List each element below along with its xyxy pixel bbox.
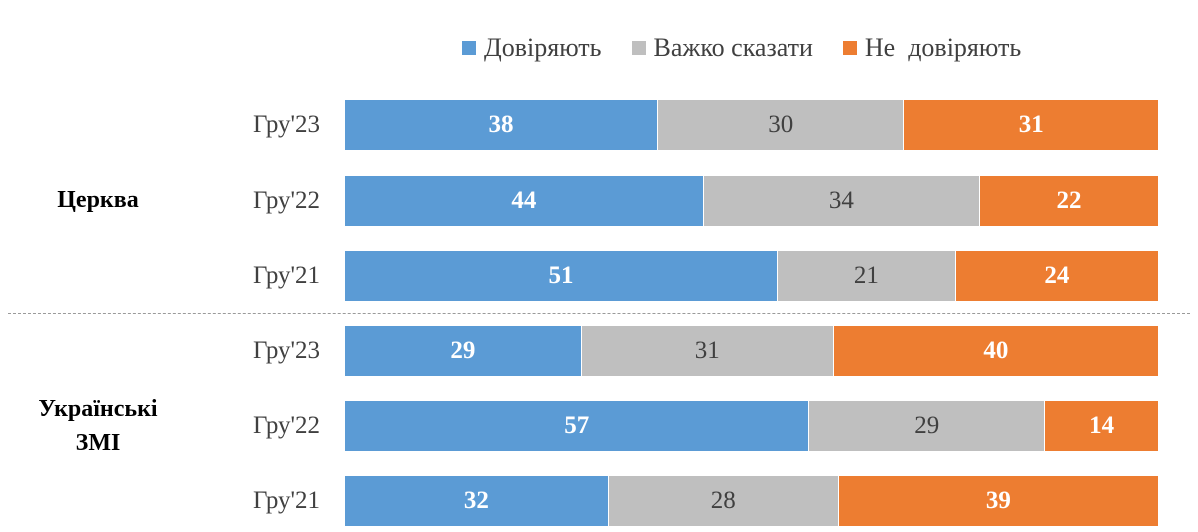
data-label: 44 (511, 187, 537, 214)
data-label: 51 (548, 262, 574, 289)
bar-row: 57 29 14 (345, 401, 1158, 451)
data-label: 30 (768, 111, 794, 138)
category-label: Гру'22 (252, 187, 320, 214)
group-label: Українські ЗМІ (38, 396, 158, 456)
bar-row: 38 30 31 (345, 100, 1158, 150)
data-label: 28 (710, 487, 736, 514)
category-label: Гру'21 (252, 487, 320, 514)
legend-swatch (631, 41, 646, 55)
bar-segment: 14 (1044, 401, 1158, 451)
bar-segment: 34 (702, 176, 980, 226)
data-label: 39 (985, 487, 1011, 514)
category-label: Гру'23 (252, 337, 320, 364)
bar-row: 44 34 22 (345, 176, 1158, 226)
bar-segment: 22 (979, 176, 1158, 226)
bar-segment: 30 (657, 100, 904, 150)
group-label: Церква (57, 187, 139, 213)
legend-label: Важко сказати (653, 33, 813, 62)
data-label: 31 (1018, 111, 1044, 138)
bar-row: 29 31 40 (345, 326, 1158, 376)
data-label: 29 (914, 412, 940, 439)
bar-row: 32 28 39 (345, 476, 1158, 526)
bar-segment: 21 (776, 251, 955, 301)
legend-item: Не довіряють (842, 33, 1022, 63)
legend-swatch (842, 41, 857, 55)
bar-segment: 40 (832, 326, 1158, 376)
legend-label: Довіряють (484, 33, 602, 62)
category-label: Гру'23 (252, 111, 320, 138)
chart-legend: Довіряють Важко сказати Не довіряють (462, 28, 1021, 68)
data-label: 40 (983, 337, 1009, 364)
group-divider (8, 313, 1190, 314)
bar-segment: 24 (954, 251, 1158, 301)
legend-item: Довіряють (462, 33, 602, 63)
bar-segment: 51 (345, 251, 777, 301)
legend-label: Не довіряють (864, 33, 1022, 62)
data-label: 31 (694, 337, 720, 364)
data-label: 57 (564, 412, 590, 439)
bar-segment: 31 (903, 100, 1158, 150)
bar-segment: 29 (345, 326, 581, 376)
bar-segment: 38 (345, 100, 658, 150)
bar-segment: 32 (345, 476, 608, 526)
data-label: 32 (463, 487, 489, 514)
legend-swatch (462, 41, 476, 55)
data-label: 24 (1044, 262, 1070, 289)
category-label: Гру'22 (252, 412, 320, 439)
data-label: 38 (488, 111, 514, 138)
bar-row: 51 21 24 (345, 251, 1158, 301)
legend-item: Важко сказати (631, 33, 813, 63)
data-label: 34 (828, 187, 854, 214)
data-label: 22 (1056, 187, 1082, 214)
bar-segment: 39 (837, 476, 1158, 526)
bar-segment: 28 (607, 476, 838, 526)
bar-segment: 31 (580, 326, 833, 376)
bar-segment: 44 (345, 176, 703, 226)
category-label: Гру'21 (252, 262, 320, 289)
bar-segment: 29 (808, 401, 1045, 451)
data-label: 21 (853, 262, 879, 289)
bar-segment: 57 (345, 401, 809, 451)
data-label: 29 (450, 337, 476, 364)
data-label: 14 (1089, 412, 1115, 439)
